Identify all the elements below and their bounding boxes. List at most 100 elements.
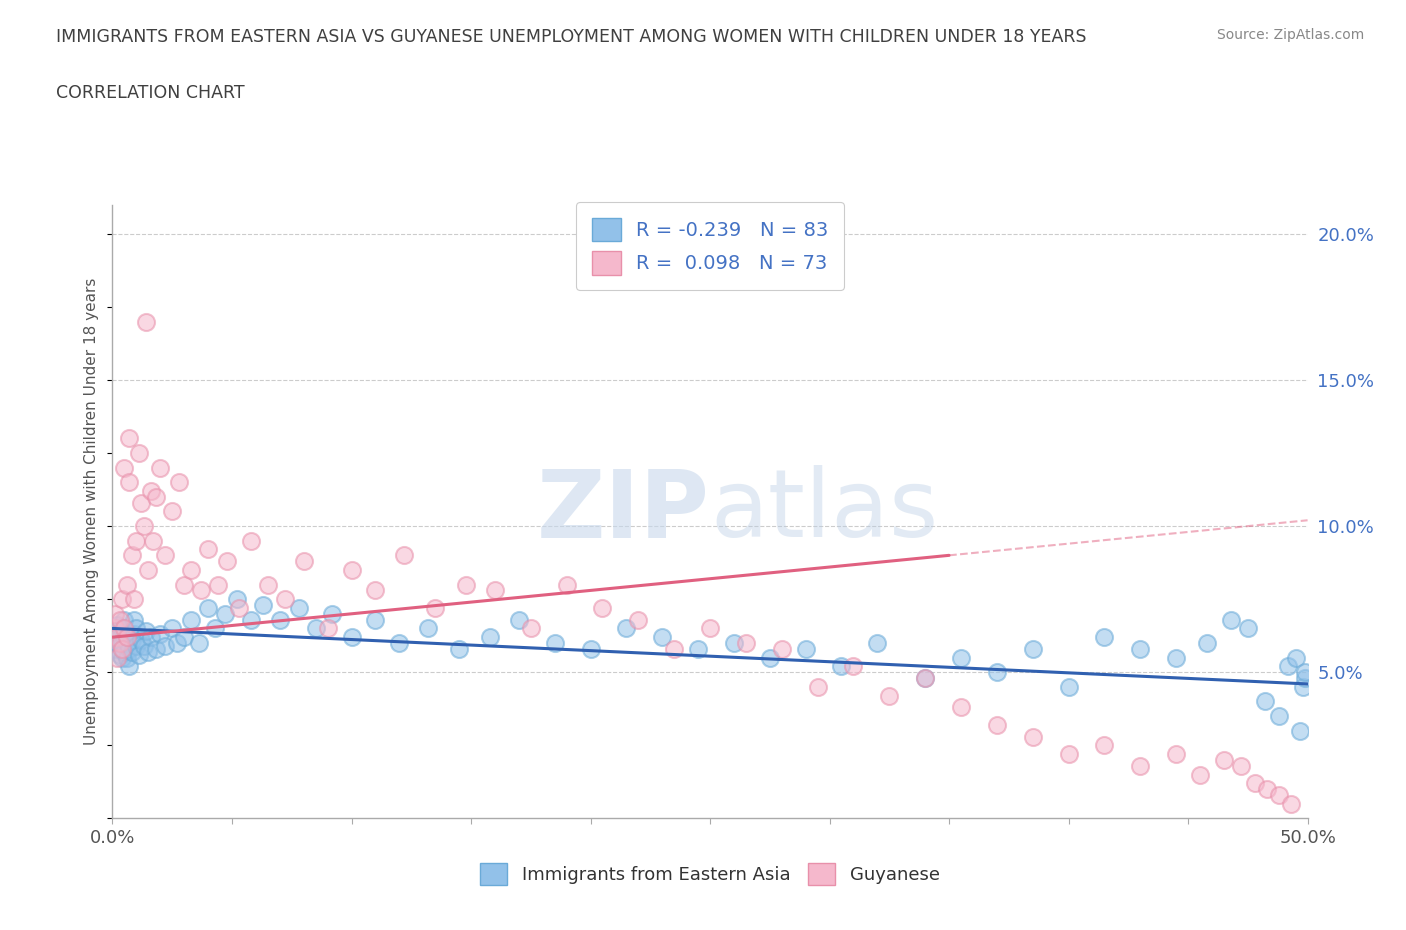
Point	[1094, 630, 1116, 644]
Point	[128, 647, 150, 662]
Point	[138, 644, 160, 659]
Point	[166, 635, 188, 650]
Point	[114, 612, 135, 627]
Point	[1285, 650, 1308, 665]
Point	[425, 601, 447, 616]
Point	[1166, 747, 1188, 762]
Point	[1022, 642, 1045, 657]
Point	[190, 583, 212, 598]
Point	[118, 475, 141, 490]
Point	[699, 621, 721, 636]
Point	[114, 621, 135, 636]
Point	[145, 642, 167, 657]
Point	[1229, 758, 1251, 773]
Y-axis label: Unemployment Among Women with Children Under 18 years: Unemployment Among Women with Children U…	[84, 278, 100, 745]
Point	[579, 642, 602, 657]
Point	[162, 621, 183, 636]
Point	[1220, 612, 1243, 627]
Point	[1129, 758, 1152, 773]
Point	[153, 639, 176, 654]
Point	[115, 630, 138, 644]
Point	[180, 612, 202, 627]
Point	[759, 650, 782, 665]
Point	[986, 665, 1008, 680]
Text: CORRELATION CHART: CORRELATION CHART	[56, 84, 245, 101]
Point	[115, 635, 138, 650]
Point	[122, 612, 145, 627]
Point	[105, 635, 128, 650]
Point	[104, 642, 127, 657]
Point	[842, 659, 865, 674]
Point	[240, 612, 263, 627]
Point	[121, 548, 143, 563]
Point	[364, 583, 387, 598]
Point	[135, 624, 157, 639]
Point	[950, 700, 973, 715]
Point	[121, 632, 143, 647]
Point	[1277, 659, 1299, 674]
Point	[149, 460, 172, 475]
Point	[305, 621, 328, 636]
Point	[555, 578, 578, 592]
Point	[688, 642, 710, 657]
Point	[187, 635, 209, 650]
Point	[240, 533, 263, 548]
Point	[118, 431, 141, 445]
Point	[986, 717, 1008, 732]
Point	[1292, 680, 1315, 695]
Point	[651, 630, 673, 644]
Point	[108, 635, 131, 650]
Point	[831, 659, 853, 674]
Point	[1022, 729, 1045, 744]
Point	[132, 639, 155, 654]
Point	[866, 635, 889, 650]
Point	[292, 553, 315, 568]
Point	[108, 630, 131, 644]
Point	[115, 650, 138, 665]
Point	[139, 484, 162, 498]
Point	[1129, 642, 1152, 657]
Point	[108, 612, 131, 627]
Point	[132, 519, 155, 534]
Point	[340, 630, 363, 644]
Point	[508, 612, 530, 627]
Point	[105, 618, 128, 633]
Point	[1294, 671, 1316, 685]
Point	[1253, 694, 1275, 709]
Point	[129, 496, 152, 511]
Point	[269, 612, 291, 627]
Point	[316, 621, 339, 636]
Point	[104, 621, 127, 636]
Point	[111, 621, 134, 636]
Point	[723, 635, 745, 650]
Point	[592, 601, 614, 616]
Text: IMMIGRANTS FROM EASTERN ASIA VS GUYANESE UNEMPLOYMENT AMONG WOMEN WITH CHILDREN : IMMIGRANTS FROM EASTERN ASIA VS GUYANESE…	[56, 28, 1087, 46]
Point	[252, 598, 274, 613]
Point	[111, 591, 134, 606]
Point	[104, 606, 127, 621]
Point	[340, 563, 363, 578]
Point	[321, 606, 343, 621]
Point	[807, 680, 830, 695]
Point	[225, 591, 247, 606]
Point	[138, 563, 160, 578]
Point	[520, 621, 543, 636]
Point	[111, 642, 134, 657]
Point	[115, 578, 138, 592]
Point	[950, 650, 973, 665]
Point	[770, 642, 793, 657]
Point	[1289, 724, 1312, 738]
Point	[118, 642, 141, 657]
Point	[1237, 621, 1260, 636]
Point	[180, 563, 202, 578]
Point	[169, 475, 191, 490]
Point	[1166, 650, 1188, 665]
Point	[114, 630, 135, 644]
Point	[204, 621, 226, 636]
Point	[121, 644, 143, 659]
Text: atlas: atlas	[710, 466, 938, 557]
Point	[149, 627, 172, 642]
Point	[1279, 796, 1302, 811]
Point	[1256, 782, 1278, 797]
Point	[914, 671, 936, 685]
